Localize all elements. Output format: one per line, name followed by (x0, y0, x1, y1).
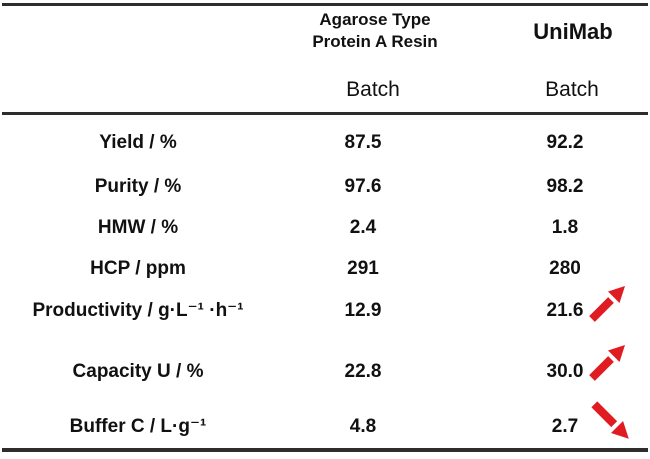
unimab-value: 2.7 (551, 416, 579, 437)
unimab-value: 30.0 (546, 361, 584, 382)
top-rule (2, 3, 648, 6)
row-label: Buffer C / L·g⁻¹ (69, 416, 207, 437)
row-label: Yield / % (99, 132, 177, 153)
table-row-capacity: Capacity U / % 22.8 30.0 (0, 357, 650, 387)
unimab-value: 98.2 (546, 176, 584, 197)
agarose-value: 12.9 (344, 300, 382, 321)
trend-down-arrow-icon (586, 396, 634, 444)
row-label: HMW / % (97, 217, 179, 238)
unimab-value: 1.8 (551, 217, 579, 238)
column-header-agarose-line1: Agarose Type (319, 10, 431, 29)
row-label: HCP / ppm (90, 258, 186, 279)
table-row-hmw: HMW / % 2.4 1.8 (0, 213, 650, 243)
agarose-value: 97.6 (344, 176, 382, 197)
agarose-mode-label: Batch (346, 78, 400, 101)
trend-up-arrow-icon (584, 340, 630, 386)
row-label: Purity / % (94, 176, 182, 197)
unimab-mode-label: Batch (545, 78, 599, 101)
table-row-purity: Purity / % 97.6 98.2 (0, 172, 650, 202)
agarose-value: 4.8 (349, 416, 377, 437)
table-row-productivity: Productivity / g·L⁻¹ ·h⁻¹ 12.9 21.6 (0, 296, 650, 326)
unimab-value: 280 (549, 258, 581, 279)
table-row-yield: Yield / % 87.5 92.2 (0, 128, 650, 158)
row-label: Productivity / g·L⁻¹ ·h⁻¹ (32, 300, 244, 321)
unimab-value: 21.6 (546, 300, 584, 321)
agarose-value: 87.5 (344, 132, 382, 153)
agarose-value: 291 (347, 258, 379, 279)
trend-up-arrow-icon (584, 281, 630, 327)
table-row-buffer: Buffer C / L·g⁻¹ 4.8 2.7 (0, 412, 650, 442)
column-header-agarose: Agarose Type Protein A Resin (255, 9, 495, 53)
column-header-agarose-line2: Protein A Resin (312, 32, 438, 51)
unimab-value: 92.2 (546, 132, 584, 153)
bottom-rule (2, 448, 648, 452)
table-row-hcp: HCP / ppm 291 280 (0, 254, 650, 284)
agarose-value: 22.8 (344, 361, 382, 382)
column-header-unimab: UniMab (533, 19, 613, 44)
agarose-value: 2.4 (349, 217, 377, 238)
header-separator-rule (2, 112, 648, 115)
row-label: Capacity U / % (72, 361, 204, 382)
